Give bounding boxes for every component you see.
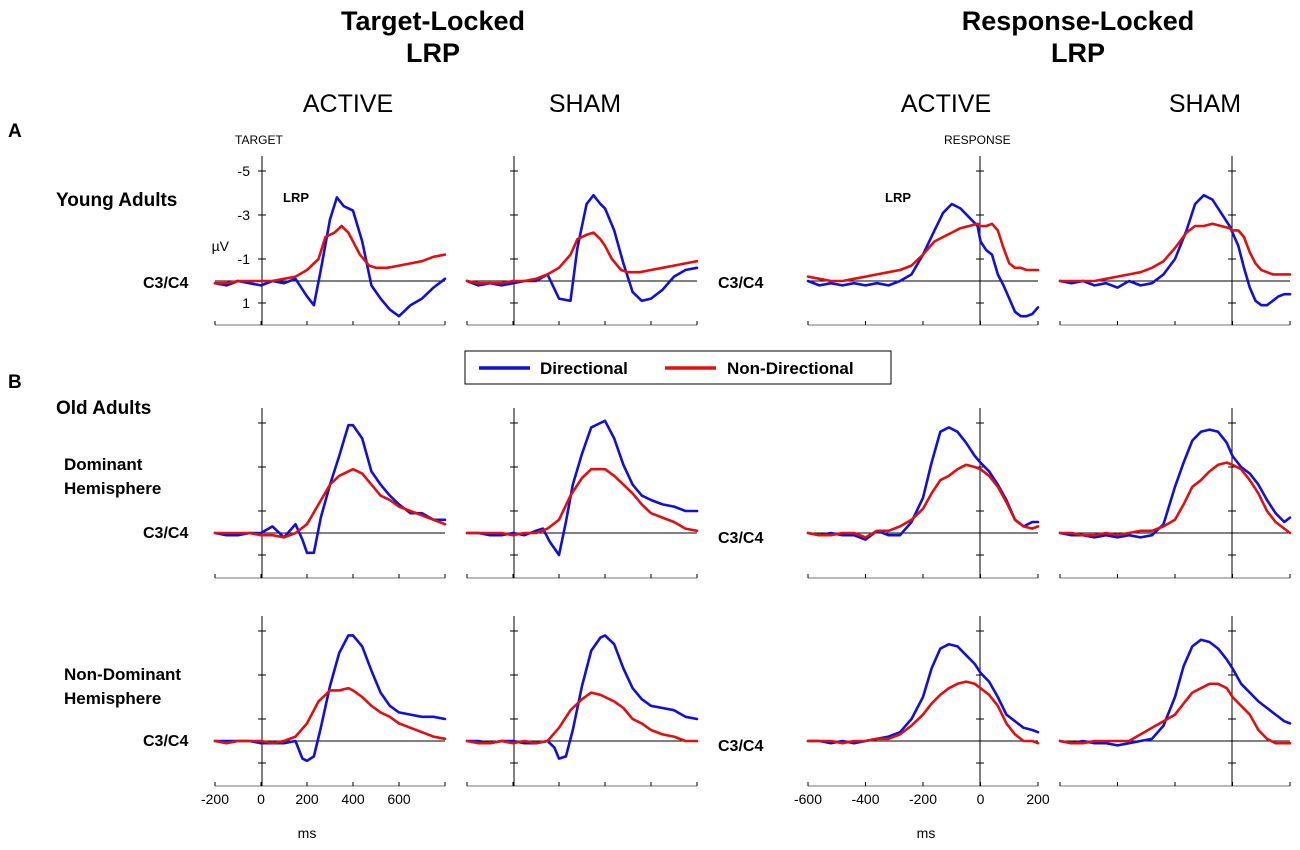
row-label-old-adults: Old Adults — [56, 398, 151, 419]
row-label-nondominant-line1: Non-Dominant — [64, 665, 181, 684]
col-response-active: ACTIVE — [901, 90, 991, 118]
row-label-dominant-line1: Dominant — [64, 455, 143, 474]
x-axis-label-target: ms — [298, 825, 317, 841]
series-directional-row0-col3 — [1058, 193, 1292, 307]
x-tick-label: -200 — [201, 791, 229, 807]
title-response-locked-line2: LRP — [1051, 38, 1105, 68]
series-nondirectional-row0-col1 — [465, 231, 699, 285]
series-directional-row0-col2 — [806, 202, 1040, 318]
electrode-label-nondominant-target: C3/C4 — [143, 733, 188, 750]
title-target-locked-line1: Target-Locked — [341, 6, 525, 36]
series-directional-row0-col1 — [465, 193, 699, 303]
y-tick-label: -3 — [238, 207, 251, 223]
series-directional-row0-col0 — [213, 196, 447, 318]
series-nondirectional-row1-col3 — [1058, 461, 1292, 537]
legend: Directional Non-Directional — [464, 350, 892, 385]
row-label-nondominant-line2: Hemisphere — [64, 689, 161, 708]
series-nondirectional-row0-col2 — [806, 222, 1040, 283]
series-directional-row1-col2 — [806, 426, 1040, 541]
x-tick-label: 0 — [977, 791, 985, 807]
series-nondirectional-row1-col1 — [465, 467, 699, 537]
col-response-sham: SHAM — [1169, 90, 1241, 118]
series-directional-row2-col3 — [1058, 638, 1292, 747]
response-onset-label: RESPONSE — [944, 133, 1011, 147]
y-tick-label: -1 — [238, 251, 251, 267]
series-nondirectional-row2-col3 — [1058, 682, 1292, 745]
series-directional-row2-col0 — [213, 634, 447, 763]
x-tick-label: -400 — [851, 791, 879, 807]
legend-label-nondirectional: Non-Directional — [727, 359, 854, 378]
col-target-active: ACTIVE — [303, 90, 393, 118]
title-response-locked-line1: Response-Locked — [962, 6, 1195, 36]
panel-label-b: B — [8, 372, 22, 393]
series-layer — [213, 193, 1292, 763]
axes-layer — [214, 156, 1291, 787]
x-axis-label-response: ms — [917, 825, 936, 841]
x-tick-label: -600 — [794, 791, 822, 807]
panel-label-a: A — [8, 121, 22, 142]
series-nondirectional-row1-col0 — [213, 467, 447, 539]
series-directional-row1-col3 — [1058, 428, 1292, 539]
target-onset-label: TARGET — [235, 133, 283, 147]
series-directional-row2-col2 — [806, 642, 1040, 745]
y-tick-label: 1 — [242, 295, 250, 311]
lrp-annotation-target: LRP — [283, 190, 309, 205]
electrode-label-young-response: C3/C4 — [718, 275, 763, 292]
x-tick-label: 600 — [387, 791, 411, 807]
series-nondirectional-row2-col1 — [465, 691, 699, 745]
y-unit-label: µV — [212, 238, 230, 254]
row-label-young-adults: Young Adults — [56, 190, 177, 211]
series-nondirectional-row2-col0 — [213, 686, 447, 745]
series-nondirectional-row0-col0 — [213, 224, 447, 285]
row-label-dominant-line2: Hemisphere — [64, 479, 161, 498]
title-target-locked-line2: LRP — [406, 38, 460, 68]
x-tick-label: 0 — [257, 791, 265, 807]
y-tick-label: -5 — [238, 163, 251, 179]
electrode-label-dominant-target: C3/C4 — [143, 525, 188, 542]
x-tick-label: -200 — [909, 791, 937, 807]
col-target-sham: SHAM — [549, 90, 621, 118]
series-nondirectional-row0-col3 — [1058, 222, 1292, 283]
x-tick-label: 200 — [1026, 791, 1050, 807]
electrode-label-dominant-response: C3/C4 — [718, 530, 763, 547]
series-nondirectional-row2-col2 — [806, 680, 1040, 745]
series-directional-row2-col1 — [465, 634, 699, 760]
electrode-label-nondominant-response: C3/C4 — [718, 738, 763, 755]
series-directional-row1-col1 — [465, 419, 699, 557]
electrode-label-young-target: C3/C4 — [143, 275, 188, 292]
x-tick-label: 200 — [295, 791, 319, 807]
series-nondirectional-row1-col2 — [806, 463, 1040, 539]
legend-label-directional: Directional — [540, 359, 628, 378]
x-tick-label: 400 — [341, 791, 365, 807]
lrp-annotation-response: LRP — [885, 190, 911, 205]
